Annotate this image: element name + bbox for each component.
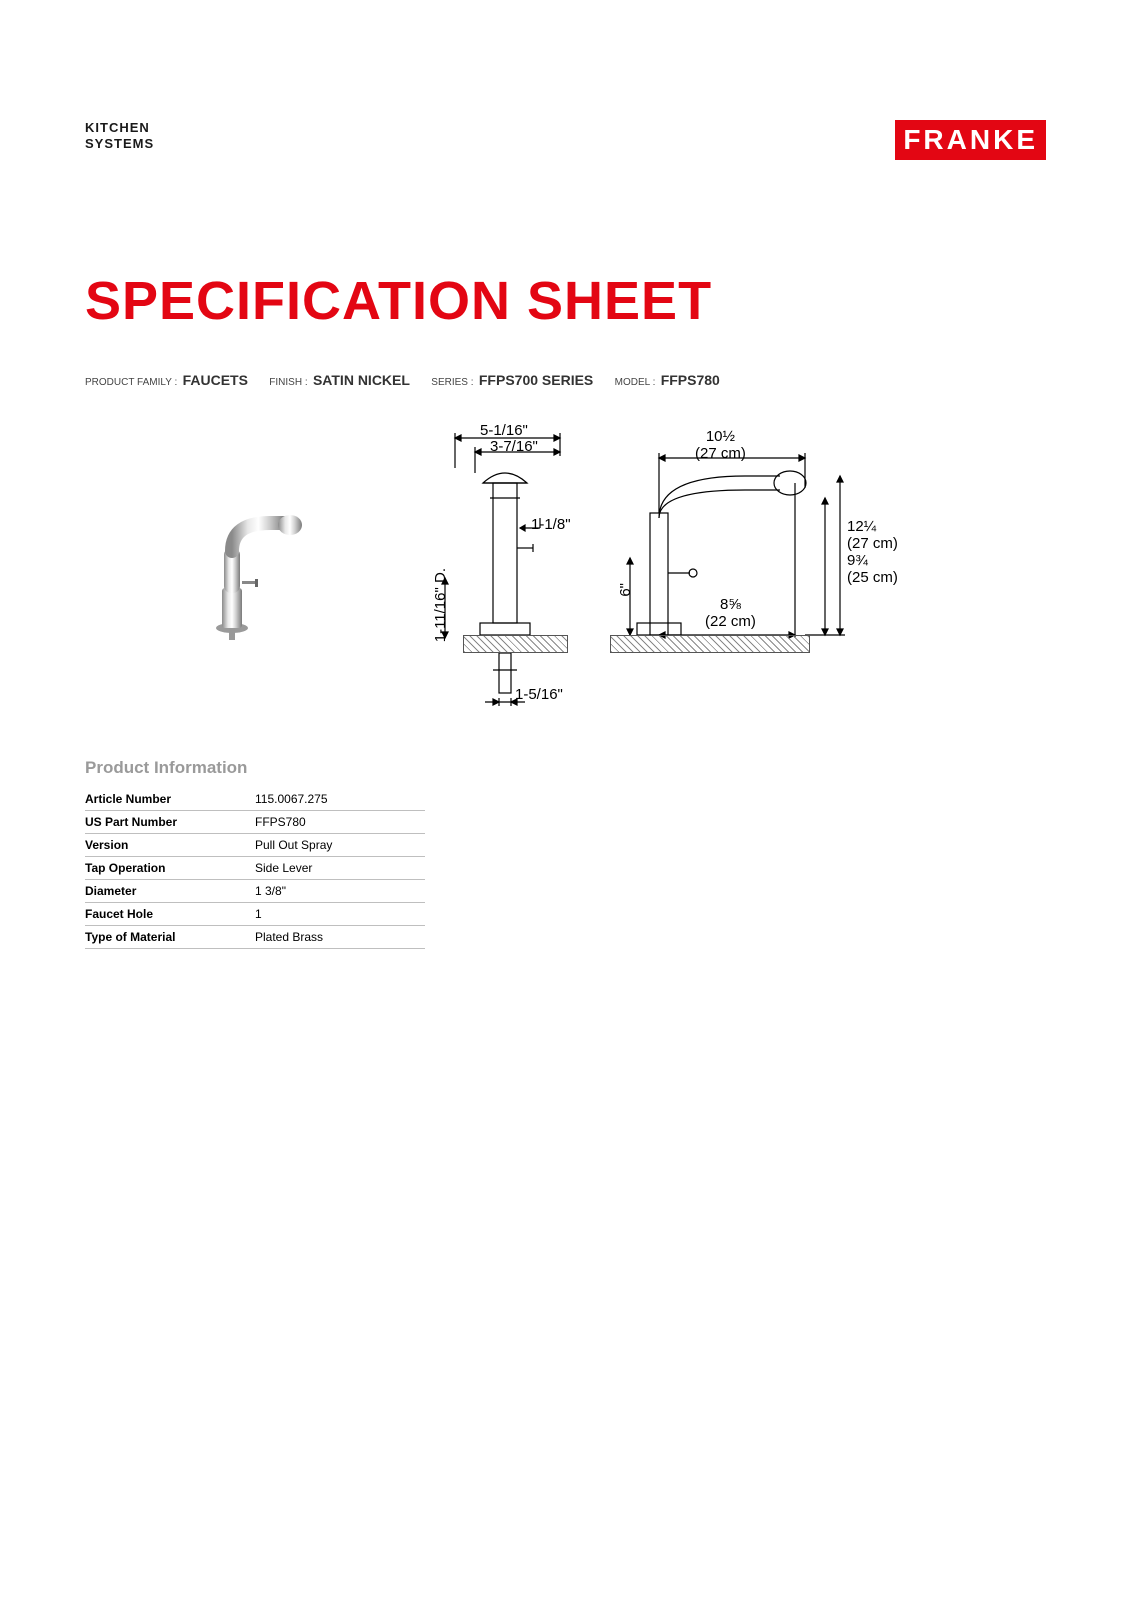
- page-title: SPECIFICATION SHEET: [85, 270, 1046, 332]
- info-value: 1: [255, 903, 425, 926]
- info-value: Side Lever: [255, 857, 425, 880]
- info-value: Pull Out Spray: [255, 834, 425, 857]
- dim-center: 8⅝ (22 cm): [705, 596, 756, 630]
- product-photo: [85, 428, 395, 708]
- meta-series-value: FFPS700 SERIES: [479, 372, 593, 388]
- franke-logo: FRANKE: [895, 120, 1046, 160]
- table-row: US Part NumberFFPS780: [85, 811, 425, 834]
- meta-family-label: PRODUCT FAMILY :: [85, 377, 177, 388]
- dim-left-vert: 1-11/16" D.: [432, 568, 449, 642]
- dim-fr2-cm: (25 cm): [847, 569, 898, 586]
- dim-top1: 5-1/16": [480, 422, 528, 439]
- hatch-right: [610, 635, 810, 653]
- diagram-svg: [435, 428, 995, 718]
- meta-series-label: SERIES :: [431, 377, 473, 388]
- info-value: Plated Brass: [255, 926, 425, 949]
- info-value: FFPS780: [255, 811, 425, 834]
- info-label: Faucet Hole: [85, 903, 255, 926]
- dim-fr1: 12¼: [847, 518, 876, 535]
- info-table: Article Number115.0067.275 US Part Numbe…: [85, 788, 425, 949]
- info-label: US Part Number: [85, 811, 255, 834]
- dim-center-cm: (22 cm): [705, 613, 756, 630]
- info-tbody: Article Number115.0067.275 US Part Numbe…: [85, 788, 425, 949]
- table-row: Article Number115.0067.275: [85, 788, 425, 811]
- technical-drawing: 5-1/16" 3-7/16" 1-1/8" 1-11/16" D. 1-5/1…: [435, 428, 1046, 718]
- dim-six: 6": [617, 583, 634, 597]
- table-row: VersionPull Out Spray: [85, 834, 425, 857]
- dim-top2: 3-7/16": [490, 438, 538, 455]
- kitchen-line1: KITCHEN: [85, 120, 154, 136]
- section-title: Product Information: [85, 758, 1046, 778]
- faucet-photo-svg: [170, 493, 310, 643]
- dim-right1-cm: (27 cm): [695, 445, 746, 462]
- meta-model-label: MODEL :: [615, 377, 656, 388]
- info-label: Tap Operation: [85, 857, 255, 880]
- info-value: 1 3/8": [255, 880, 425, 903]
- kitchen-systems-label: KITCHEN SYSTEMS: [85, 120, 154, 151]
- table-row: Faucet Hole1: [85, 903, 425, 926]
- hatch-left: [463, 635, 568, 653]
- dim-center-v: 8⅝: [720, 596, 741, 613]
- table-row: Diameter1 3/8": [85, 880, 425, 903]
- dim-right1: 10½ (27 cm): [695, 428, 746, 462]
- meta-finish-value: SATIN NICKEL: [313, 372, 410, 388]
- spec-sheet-page: KITCHEN SYSTEMS FRANKE SPECIFICATION SHE…: [0, 0, 1131, 949]
- header: KITCHEN SYSTEMS FRANKE: [85, 120, 1046, 160]
- dim-mid: 1-1/8": [531, 516, 571, 533]
- dim-bottom: 1-5/16": [515, 686, 563, 703]
- dim-right1-v: 10½: [706, 428, 735, 445]
- meta-model-value: FFPS780: [661, 372, 720, 388]
- logo-text: FRANKE: [903, 124, 1038, 155]
- info-label: Diameter: [85, 880, 255, 903]
- dim-fr2: 9¾: [847, 552, 868, 569]
- table-row: Tap OperationSide Lever: [85, 857, 425, 880]
- info-label: Type of Material: [85, 926, 255, 949]
- table-row: Type of MaterialPlated Brass: [85, 926, 425, 949]
- meta-line: PRODUCT FAMILY : FAUCETS FINISH : SATIN …: [85, 372, 1046, 388]
- info-label: Version: [85, 834, 255, 857]
- dim-far-right: 12¼ (27 cm) 9¾ (25 cm): [847, 518, 898, 586]
- kitchen-line2: SYSTEMS: [85, 136, 154, 152]
- info-value: 115.0067.275: [255, 788, 425, 811]
- meta-family-value: FAUCETS: [183, 372, 248, 388]
- info-label: Article Number: [85, 788, 255, 811]
- figures-row: 5-1/16" 3-7/16" 1-1/8" 1-11/16" D. 1-5/1…: [85, 428, 1046, 718]
- dim-fr1-cm: (27 cm): [847, 535, 898, 552]
- meta-finish-label: FINISH :: [269, 377, 307, 388]
